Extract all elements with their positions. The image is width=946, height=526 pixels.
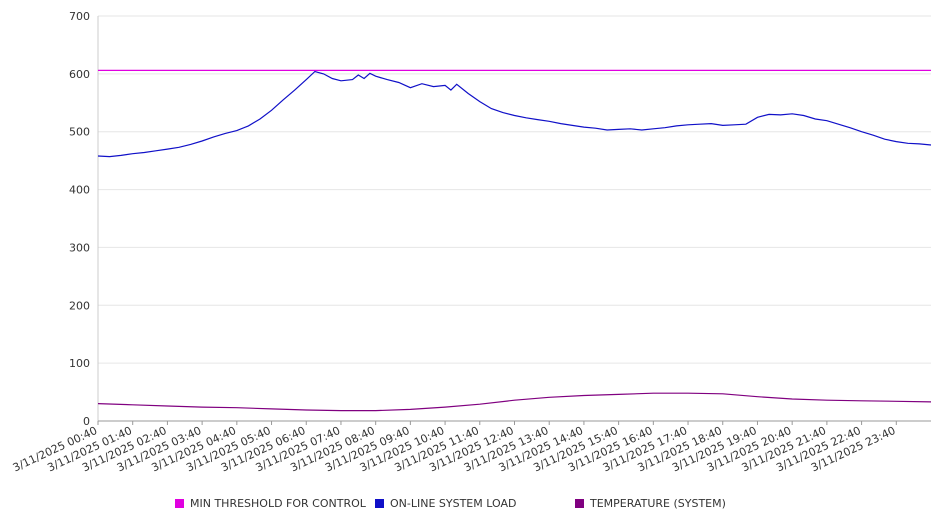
y-tick-500: 500 [69,126,90,139]
y-tick-400: 400 [69,184,90,197]
legend-swatch-system-load [375,499,384,508]
y-tick-300: 300 [69,241,90,254]
y-tick-700: 700 [69,10,90,23]
x-tick-labels: 3/11/2025 00:403/11/2025 01:403/11/2025 … [11,424,898,474]
y-tick-labels: 0 100 200 300 400 500 600 700 [69,10,90,428]
legend-label-system-load: ON-LINE SYSTEM LOAD [390,497,517,510]
legend-label-temperature: TEMPERATURE (SYSTEM) [590,497,726,510]
legend-swatch-min-threshold [175,499,184,508]
y-tick-0: 0 [83,415,90,428]
legend-swatch-temperature [575,499,584,508]
series-line-temperature [97,392,932,412]
legend-item-min-threshold[interactable]: MIN THRESHOLD FOR CONTROL [175,497,366,510]
y-tick-600: 600 [69,68,90,81]
legend-label-min-threshold: MIN THRESHOLD FOR CONTROL [190,497,366,510]
legend: MIN THRESHOLD FOR CONTROL ON-LINE SYSTEM… [0,497,946,515]
series-lines [97,69,932,412]
legend-item-system-load[interactable]: ON-LINE SYSTEM LOAD [375,497,516,510]
axes [97,16,931,425]
legend-item-temperature[interactable]: TEMPERATURE (SYSTEM) [575,497,726,510]
y-tick-100: 100 [69,357,90,370]
series-line-system-load [97,70,932,158]
y-tick-200: 200 [69,299,90,312]
grid-lines [98,15,931,364]
